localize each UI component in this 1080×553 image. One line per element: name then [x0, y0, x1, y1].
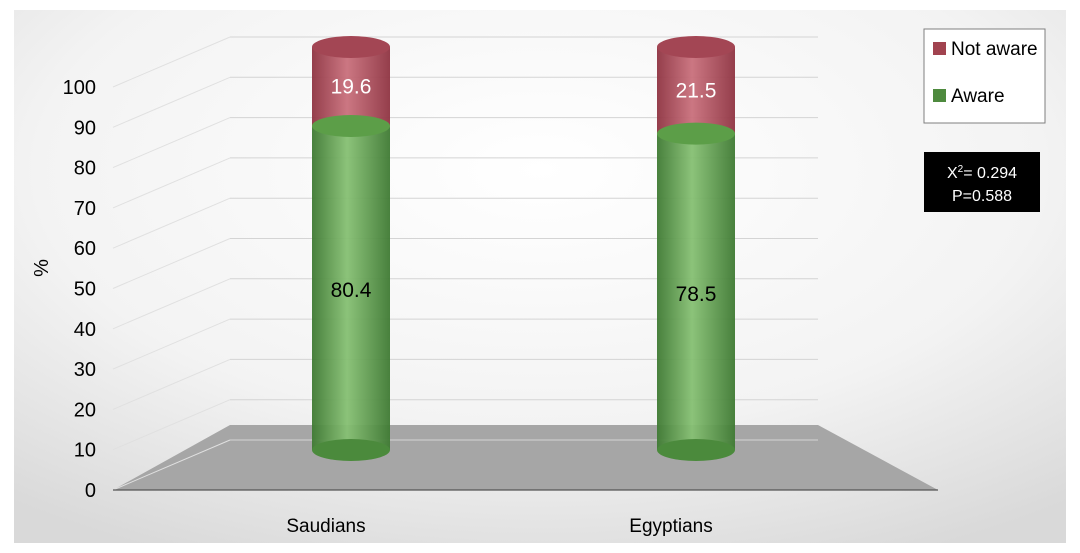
side-gridline	[112, 157, 231, 209]
legend-swatch	[933, 42, 946, 55]
legend-label: Aware	[951, 86, 1005, 107]
bar-not-aware-saudians	[312, 47, 390, 126]
side-gridline	[112, 318, 231, 370]
side-gridline	[112, 439, 231, 491]
bar-not-aware-cap	[657, 36, 735, 58]
x-tick-label: Saudians	[286, 516, 365, 537]
p-value: P=0.588	[952, 188, 1012, 205]
y-axis-label: %	[31, 259, 53, 277]
bar-aware-saudians	[312, 125, 390, 450]
legend-label: Not aware	[951, 39, 1038, 60]
y-tick-label: 40	[74, 319, 96, 341]
y-tick-label: 10	[74, 440, 96, 462]
y-tick-label: 80	[74, 158, 96, 180]
chi-square-value: X2= 0.294	[947, 164, 1017, 182]
bar-aware-cap	[657, 122, 735, 145]
side-gridline	[112, 117, 231, 169]
x-axis-category-labels: Saudians Egyptians	[286, 516, 712, 537]
y-tick-label: 70	[74, 198, 96, 220]
side-gridline	[112, 197, 231, 249]
legend-swatch	[933, 89, 946, 102]
bar-group-egyptians: 78.5 21.5	[657, 36, 735, 461]
side-wall-gridlines	[112, 36, 231, 491]
side-gridline	[112, 238, 231, 289]
bar-group-saudians: 80.4 19.6	[312, 36, 390, 461]
bars: 80.4 19.6 78.5 21.5	[312, 36, 735, 461]
bar-not-aware-cap	[312, 36, 390, 58]
y-tick-label: 100	[63, 77, 96, 99]
data-label-not-aware: 21.5	[676, 79, 717, 102]
data-label-not-aware: 19.6	[331, 75, 372, 98]
y-tick-label: 0	[85, 480, 96, 502]
data-label-aware: 80.4	[331, 279, 372, 302]
legend: Not aware Aware	[923, 28, 1046, 124]
bar-aware-egyptians	[657, 133, 735, 450]
y-tick-label: 20	[74, 399, 96, 421]
chart-floor	[113, 425, 938, 490]
side-gridline	[112, 399, 231, 451]
chi-square-annotation: X2= 0.294 P=0.588	[924, 152, 1040, 212]
y-tick-label: 30	[74, 359, 96, 381]
bar-not-aware-egyptians	[657, 47, 735, 134]
y-tick-label: 90	[74, 117, 96, 139]
bar-aware-cap	[312, 114, 390, 137]
annotation-box	[924, 152, 1040, 212]
y-tick-label: 60	[74, 238, 96, 260]
y-tick-label: 50	[74, 279, 96, 301]
x-tick-label: Egyptians	[629, 516, 712, 537]
side-gridline	[112, 36, 231, 88]
data-label-aware: 78.5	[676, 283, 717, 306]
bar-aware-base	[657, 439, 735, 461]
bar-aware-base	[312, 439, 390, 461]
side-gridline	[112, 278, 231, 330]
y-axis-tick-labels: 0 10 20 30 40 50 60 70 80 90 100	[63, 77, 96, 502]
side-gridline	[112, 358, 231, 410]
side-gridline	[112, 76, 231, 128]
